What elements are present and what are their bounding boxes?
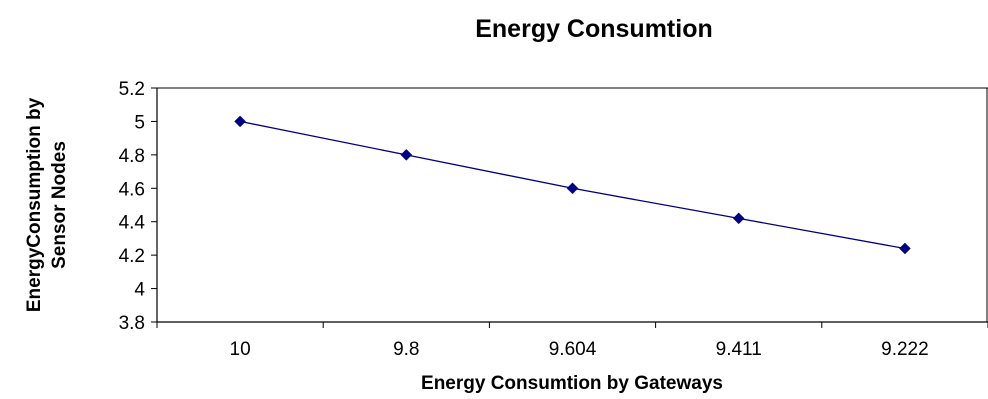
x-tick-label: 9.604 (549, 339, 597, 360)
y-axis-title-line-2: Sensor Nodes (49, 141, 70, 269)
y-tick-label: 5.2 (119, 79, 145, 100)
x-tick-label: 9.8 (393, 339, 419, 360)
x-tick-label: 10 (230, 339, 251, 360)
y-tick-label: 4.4 (119, 213, 146, 234)
x-tick-label: 9.222 (881, 339, 929, 360)
y-axis-title: EnergyConsumption by Sensor Nodes (24, 97, 70, 312)
data-point-marker (732, 212, 745, 225)
y-tick-label: 4.8 (119, 146, 145, 167)
data-point-marker (899, 242, 911, 255)
y-axis-title-line-1: EnergyConsumption by (24, 97, 45, 312)
plot-area: 3.8 4 4.2 4.4 4.6 4.8 5 5.2 10 9.8 9.604 9.411 9.222 (119, 79, 988, 360)
data-point-marker (234, 115, 246, 128)
y-tick-label: 4 (134, 280, 145, 301)
data-point-marker (400, 149, 413, 161)
y-tick-label: 3.8 (119, 313, 145, 334)
y-tick-label: 5 (134, 112, 145, 133)
y-tick-label: 4.6 (119, 179, 145, 200)
data-point-marker (566, 182, 579, 195)
chart-title: Energy Consumtion (475, 15, 713, 43)
x-axis-title: Energy Consumtion by Gateways (421, 373, 723, 394)
x-tick-label: 9.411 (716, 339, 762, 360)
y-tick-label: 4.2 (119, 246, 145, 267)
